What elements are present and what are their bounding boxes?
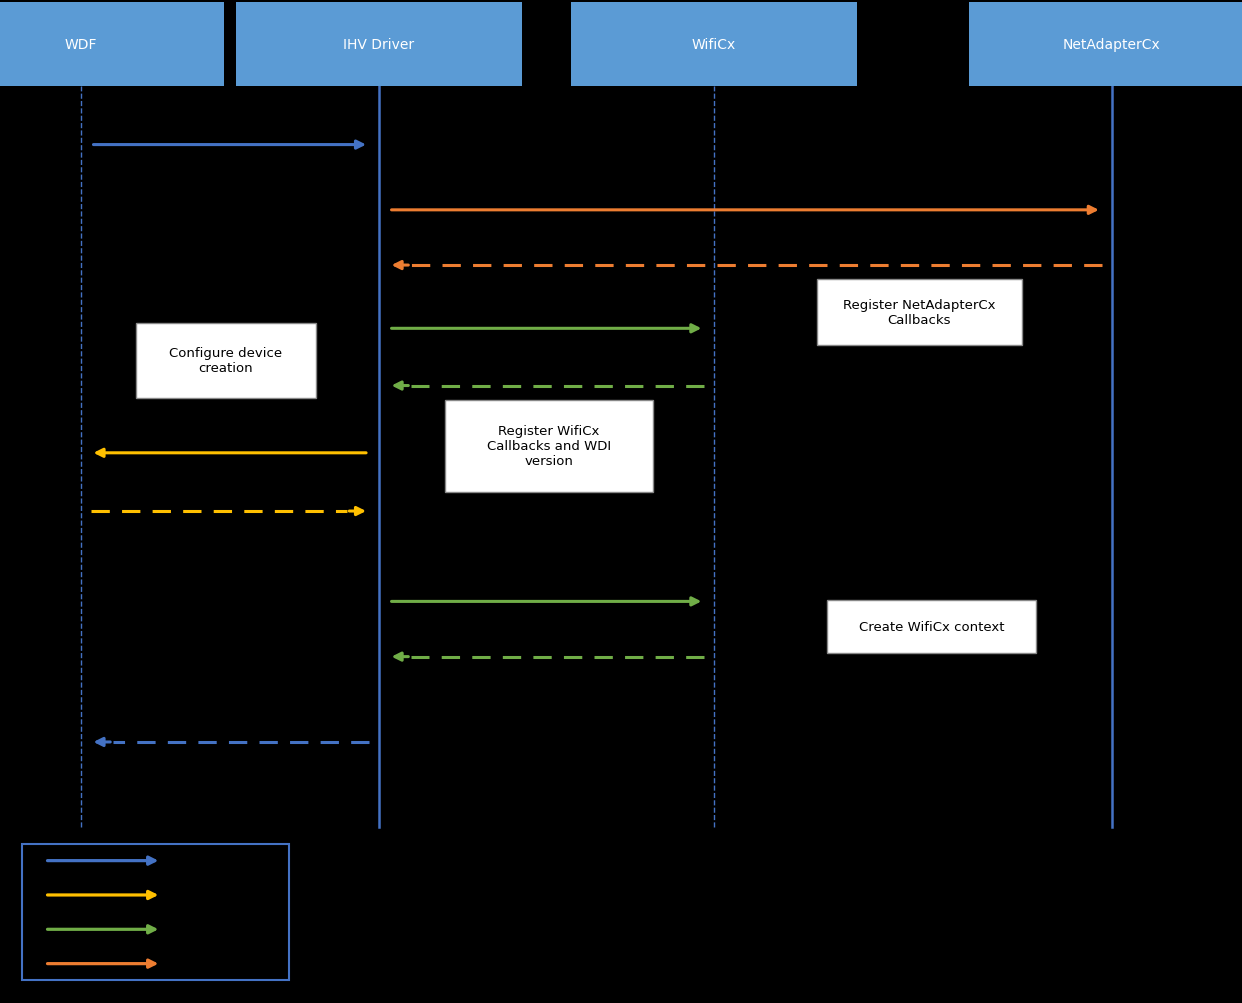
Bar — [827, 601, 1036, 653]
Bar — [137, 323, 317, 398]
Text: NetAdapterCx: NetAdapterCx — [1063, 38, 1160, 52]
Text: Register WifiCx
Callbacks and WDI
version: Register WifiCx Callbacks and WDI versio… — [487, 425, 611, 467]
Bar — [445, 400, 653, 492]
Bar — [236, 3, 522, 87]
Bar — [0, 3, 224, 87]
Text: WifiCx: WifiCx — [692, 38, 737, 52]
Text: WDF: WDF — [65, 38, 97, 52]
Text: Configure device
creation: Configure device creation — [169, 347, 283, 375]
Bar — [22, 845, 289, 980]
Bar — [571, 3, 857, 87]
Bar — [969, 3, 1242, 87]
Bar — [817, 280, 1021, 346]
Text: Register NetAdapterCx
Callbacks: Register NetAdapterCx Callbacks — [843, 299, 995, 327]
Text: Create WifiCx context: Create WifiCx context — [858, 621, 1005, 633]
Text: IHV Driver: IHV Driver — [343, 38, 415, 52]
